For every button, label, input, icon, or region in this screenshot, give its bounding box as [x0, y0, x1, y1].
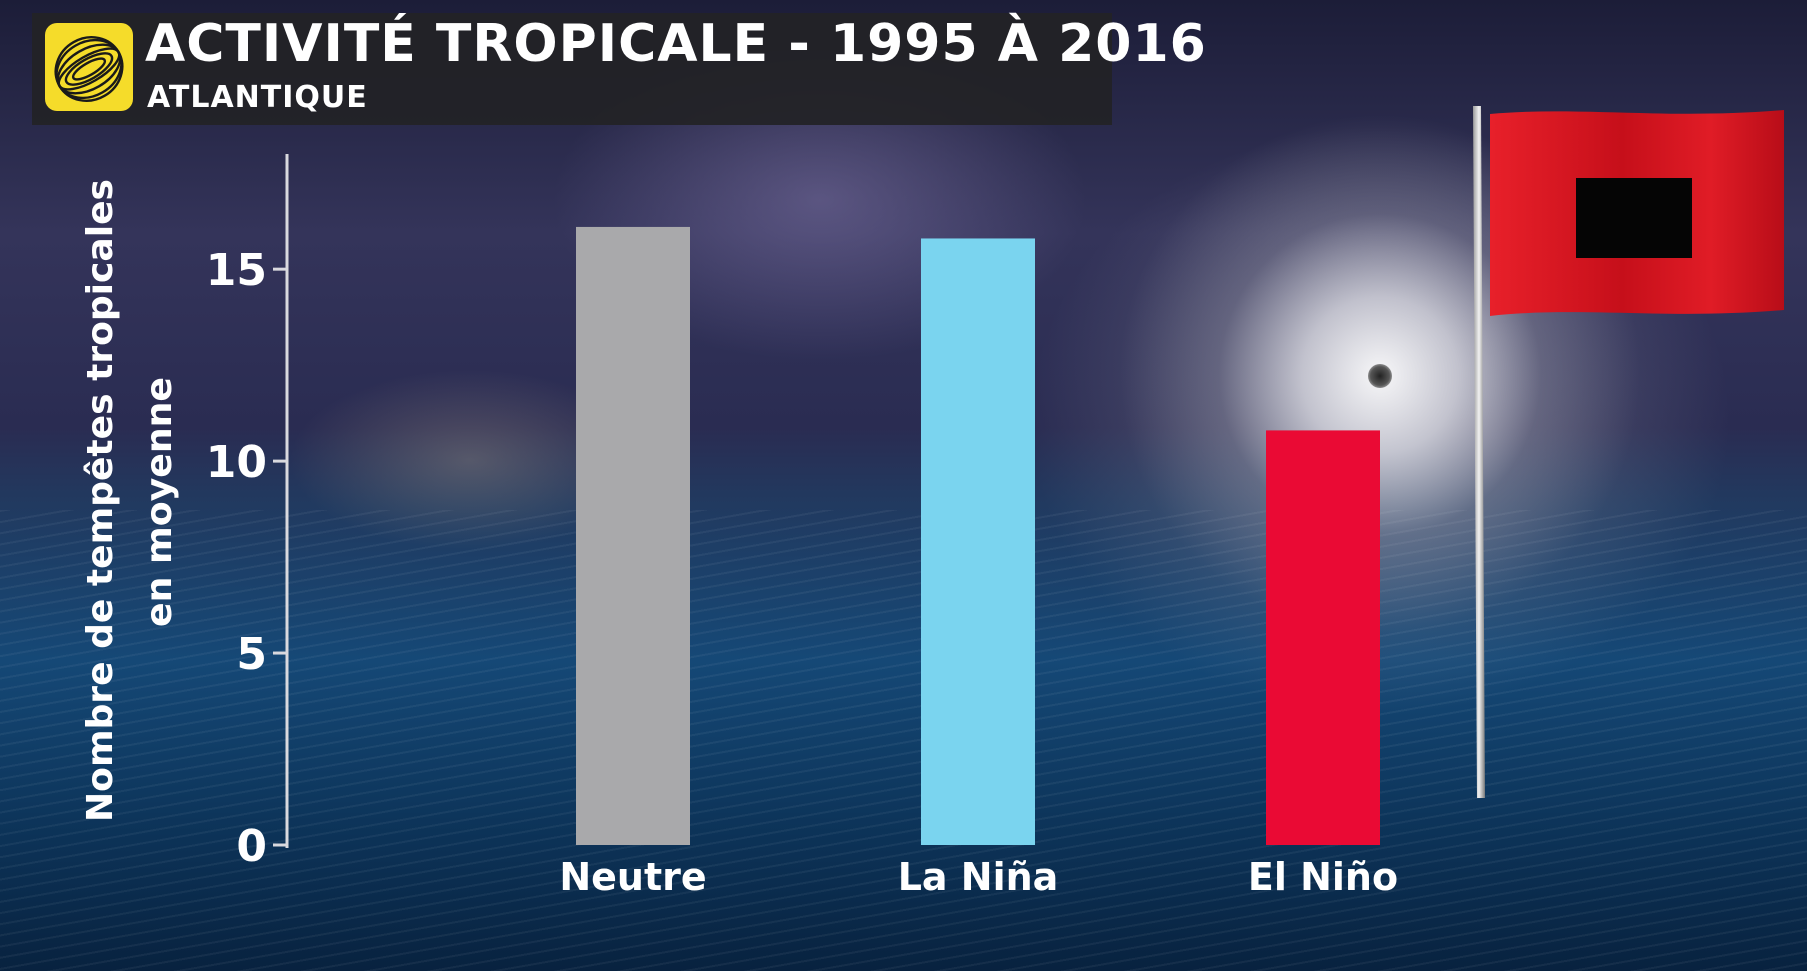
y-tick-label: 10: [206, 437, 267, 488]
y-tick-label: 0: [236, 821, 267, 872]
globe-swirl-logo-icon: [45, 23, 133, 111]
hurricane-eye-icon: [1368, 364, 1392, 388]
header-bar: [32, 13, 1112, 125]
x-category-label: El Niño: [1248, 855, 1398, 899]
x-category-label: La Niña: [898, 855, 1059, 899]
bar-el-ni-o: [1266, 430, 1380, 845]
x-axis-labels: Neutre La Niña El Niño: [559, 855, 1398, 899]
y-axis-label-line2: en moyenne: [139, 377, 180, 627]
ocean-water: [0, 510, 1807, 971]
x-category-label: Neutre: [559, 855, 706, 899]
bar-neutre: [576, 226, 690, 845]
hurricane-warning-flag-icon: [1473, 106, 1784, 798]
page-title: ACTIVITÉ TROPICALE - 1995 À 2016: [145, 14, 1207, 74]
bar-la-ni-a: [921, 238, 1035, 845]
bars: [576, 226, 1380, 845]
y-axis-label: Nombre de tempêtes tropicales en moyenne: [80, 179, 180, 822]
y-tick-label: 5: [236, 629, 267, 680]
y-axis-label-line1: Nombre de tempêtes tropicales: [80, 179, 121, 822]
y-axis-ticks: 0 5 10 15: [206, 245, 287, 872]
y-tick-label: 15: [206, 245, 267, 296]
page-subtitle: ATLANTIQUE: [147, 80, 368, 115]
